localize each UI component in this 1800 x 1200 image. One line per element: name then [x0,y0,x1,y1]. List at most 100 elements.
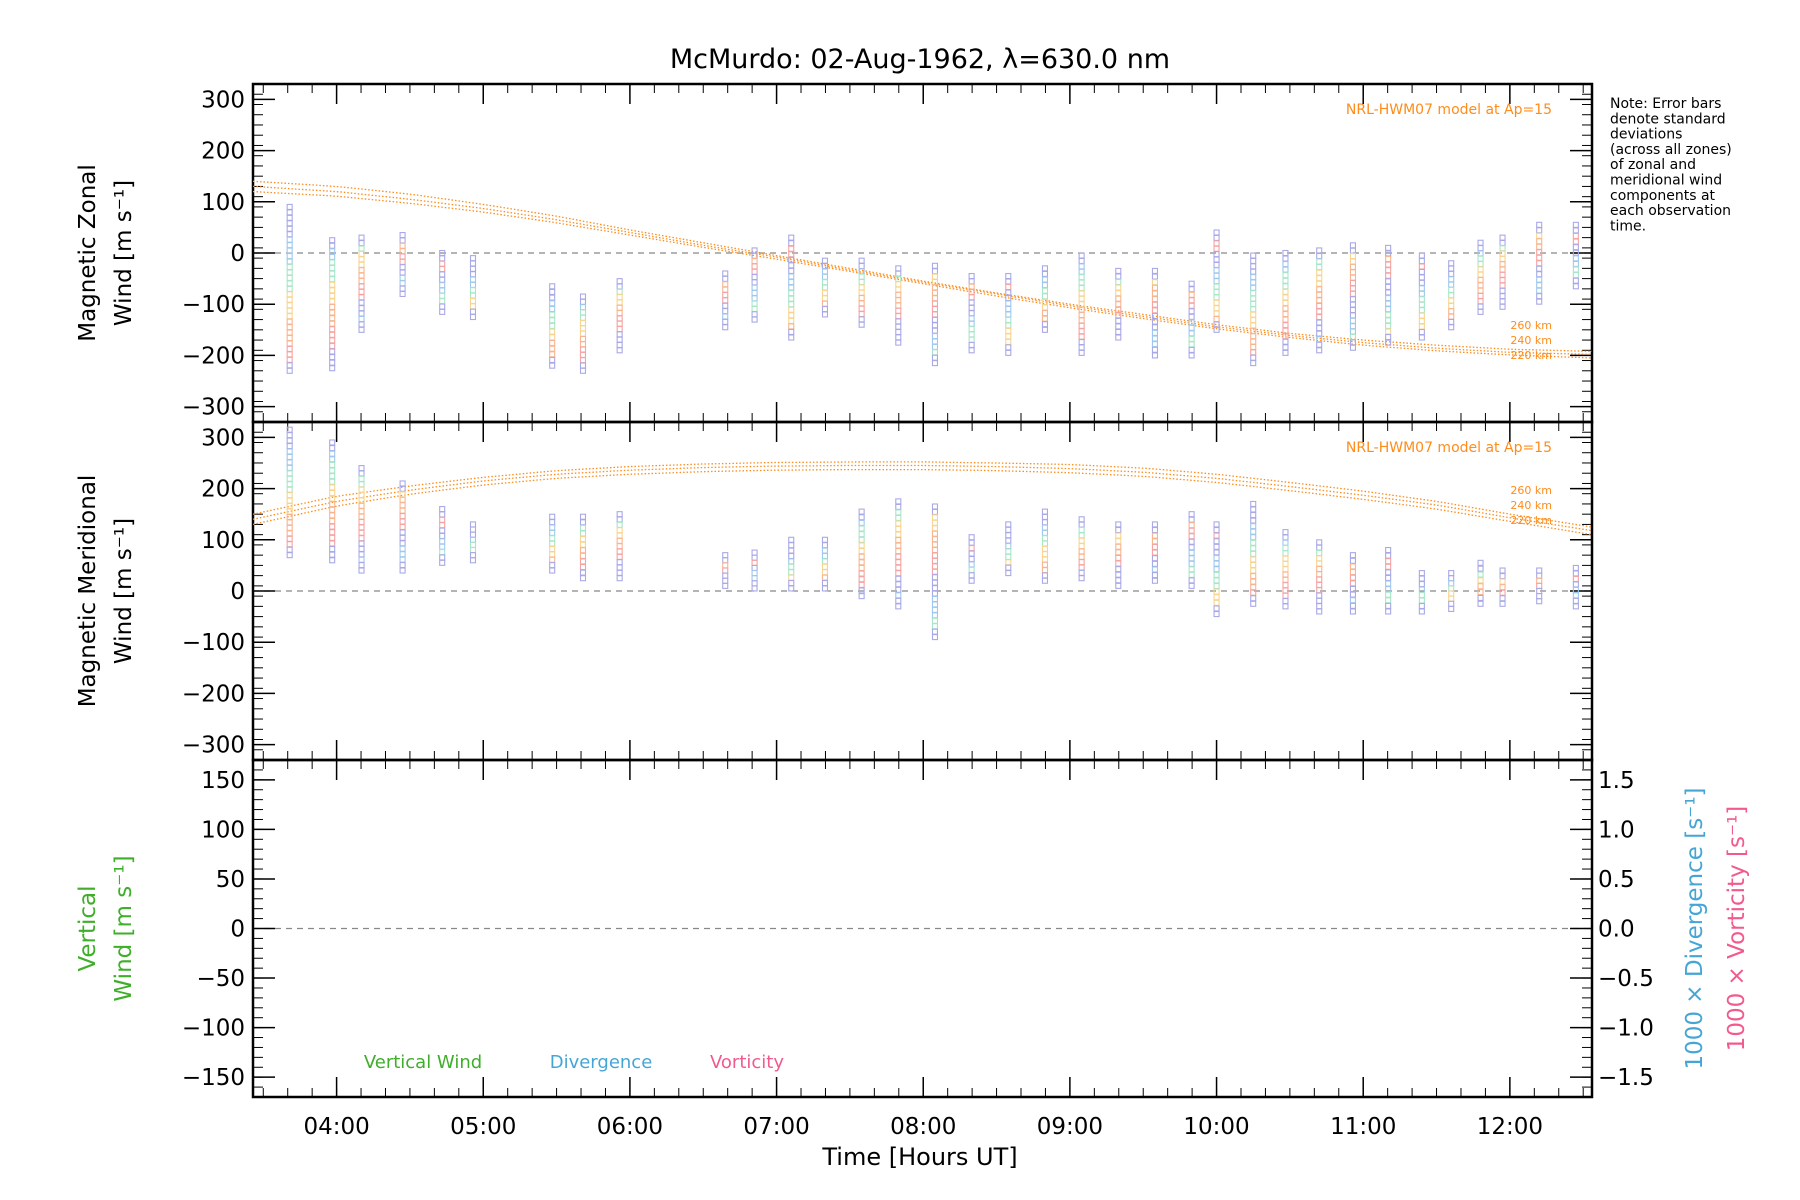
observation-point [1151,324,1159,331]
observation-point [549,545,556,553]
y-right-tick-label: 1.5 [1598,768,1635,794]
observation-point [1188,516,1195,523]
observation-point [329,551,336,558]
observation-7 [579,293,587,374]
observation-point [931,617,939,624]
observation-point [579,367,587,374]
observation-point [1041,577,1049,584]
observation-point [1499,245,1506,252]
observation-point [1078,553,1085,560]
observation-point [1078,284,1085,292]
observation-8 [616,278,623,354]
observation-point [1213,256,1220,263]
observation-point [1536,238,1543,245]
observation-point [1115,317,1122,324]
observation-point [358,535,365,542]
observation-point [1005,553,1012,560]
observation-point [1078,328,1085,335]
observation-point [329,315,336,322]
observation-point [895,559,902,566]
observation-point [286,203,293,210]
observation-point [1213,588,1220,595]
observation-point [1188,302,1195,309]
observation-point [329,546,336,553]
observation-point [1078,322,1085,329]
observation-point [1078,257,1085,265]
y-tick-label: −200 [182,681,245,707]
model-altitude-label: 260 km [1510,484,1552,497]
y-tick-label: −100 [182,292,245,318]
observation-point [931,628,939,635]
vertical-wind-axis-label: Wind [m s⁻¹] [111,855,137,1001]
observation-point [722,308,729,315]
observation-point [579,569,587,576]
observation-point [1213,229,1220,236]
observation-point [1282,349,1289,356]
observation-point [1005,322,1012,329]
observation-point [858,284,865,291]
observation-point [1188,527,1195,534]
observation-point [616,336,623,343]
observation-point [616,569,623,576]
observation-point [1115,532,1122,539]
observation-point [1151,301,1159,308]
observation-point [1499,282,1506,289]
observation-point [1536,293,1543,300]
observation-point [329,292,336,299]
observation-point [329,467,336,474]
observation-point [1572,266,1579,273]
observation-point [1151,521,1159,528]
observation-point [895,318,902,325]
observation-point [358,486,365,493]
observation-point [1188,330,1195,337]
observation-point [286,497,293,504]
observation-point [1349,253,1356,260]
observation-point [931,262,939,269]
observation-point [549,328,556,335]
observation-8 [616,511,623,582]
observation-point [895,302,902,309]
observation-2 [358,465,365,574]
observation-point [358,245,365,252]
observation-point [1250,263,1257,270]
observation-point [722,286,729,293]
observation-point [968,336,975,343]
observation-point [1250,306,1257,313]
observation-point [579,563,587,571]
observation-point [751,316,758,323]
observation-point [399,290,406,298]
observation-point [469,546,477,554]
observation-2 [358,234,365,333]
observation-point [286,269,293,276]
vertical-wind-axis-label: Vertical [75,885,101,971]
y-tick-label: 300 [201,425,245,451]
observation-point [788,262,795,269]
observation-point [1115,323,1122,330]
observation-12 [821,536,829,592]
observation-point [722,557,729,564]
observation-point [895,592,902,599]
y-tick-label: −150 [182,1065,245,1091]
observation-point [1282,277,1289,284]
observation-point [895,520,902,527]
observation-point [286,367,293,374]
observation-point [722,270,729,277]
observation-point [895,281,902,288]
observation-5 [469,255,477,321]
observation-point [1448,585,1455,592]
observation-point [968,545,975,552]
observation-point [1536,282,1543,289]
observation-point [358,524,365,531]
y-tick-label: −100 [182,630,245,656]
y-tick-label: −200 [182,343,245,369]
observation-point [931,606,939,613]
observation-point [286,225,293,232]
observation-point [1499,261,1506,268]
observation-point [399,551,406,558]
observation-point [1572,249,1579,256]
observation-point [1385,322,1392,329]
observation-point [858,305,865,312]
observation-7 [579,513,587,582]
observation-point [788,245,795,252]
